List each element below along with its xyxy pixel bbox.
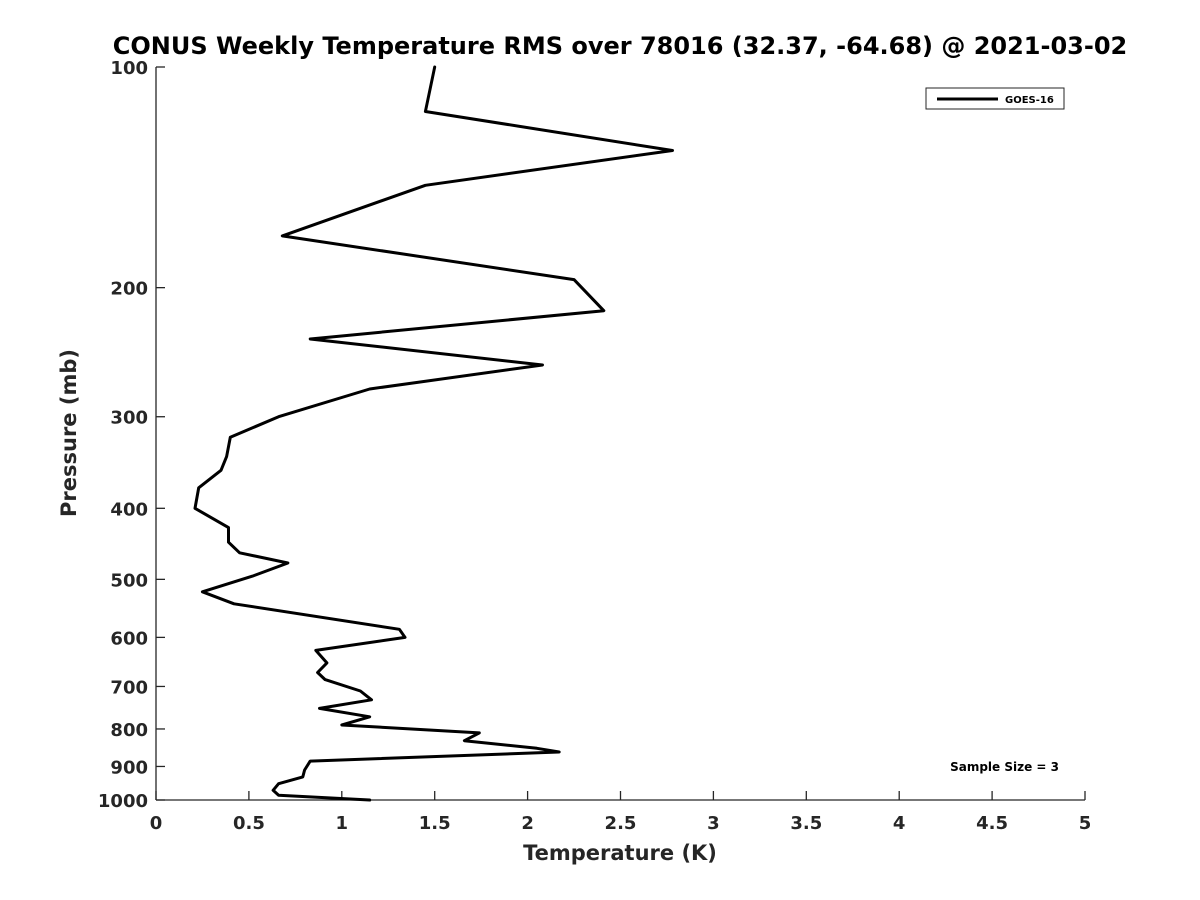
- chart-title: CONUS Weekly Temperature RMS over 78016 …: [113, 32, 1127, 60]
- legend: GOES-16: [925, 87, 1065, 110]
- y-tick-label: 200: [110, 279, 148, 300]
- y-tick-label: 100: [110, 58, 148, 79]
- y-tick-label: 900: [110, 757, 148, 778]
- x-tick-label: 4: [893, 813, 906, 834]
- x-ticks: 0 0.5 1 1.5 2 2.5 3 3.5 4 4.5 5: [150, 791, 1092, 834]
- x-tick-label: 2.5: [605, 813, 637, 834]
- x-axis-label: Temperature (K): [523, 841, 717, 865]
- x-tick-label: 4.5: [976, 813, 1008, 834]
- y-ticks: 100 200 300 400 500 600 700 800 900 1000: [98, 58, 165, 812]
- x-tick-label: 0.5: [233, 813, 265, 834]
- x-tick-label: 3: [707, 813, 720, 834]
- x-tick-label: 5: [1079, 813, 1092, 834]
- y-tick-label: 800: [110, 720, 148, 741]
- y-tick-label: 700: [110, 677, 148, 698]
- x-tick-label: 1: [336, 813, 349, 834]
- x-tick-label: 2: [521, 813, 534, 834]
- y-tick-label: 500: [110, 570, 148, 591]
- y-tick-label: 1000: [98, 791, 148, 812]
- y-tick-label: 600: [110, 628, 148, 649]
- y-tick-label: 300: [110, 408, 148, 429]
- x-tick-label: 1.5: [419, 813, 451, 834]
- series-line-goes-16: [193, 65, 674, 802]
- y-axis-label: Pressure (mb): [57, 349, 81, 517]
- y-tick-label: 400: [110, 499, 148, 520]
- sample-size-annotation: Sample Size = 3: [950, 760, 1059, 774]
- legend-label-goes-16: GOES-16: [1005, 95, 1054, 106]
- x-tick-label: 3.5: [790, 813, 822, 834]
- x-tick-label: 0: [150, 813, 163, 834]
